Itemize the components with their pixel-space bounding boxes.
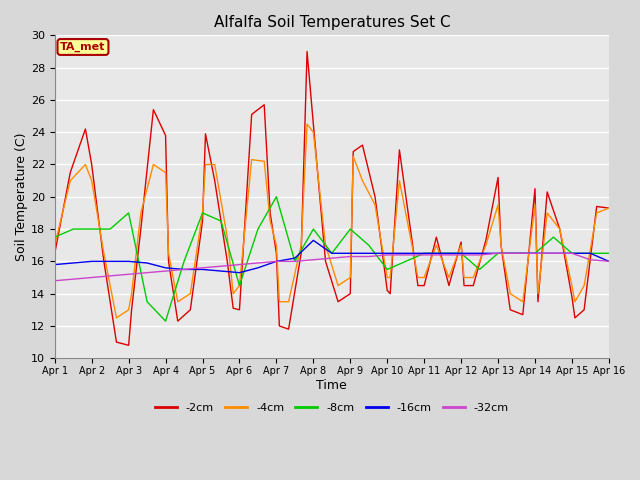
Y-axis label: Soil Temperature (C): Soil Temperature (C) xyxy=(15,132,28,261)
Legend: -2cm, -4cm, -8cm, -16cm, -32cm: -2cm, -4cm, -8cm, -16cm, -32cm xyxy=(150,398,513,417)
Text: TA_met: TA_met xyxy=(60,42,106,52)
Title: Alfalfa Soil Temperatures Set C: Alfalfa Soil Temperatures Set C xyxy=(214,15,450,30)
X-axis label: Time: Time xyxy=(316,379,347,392)
